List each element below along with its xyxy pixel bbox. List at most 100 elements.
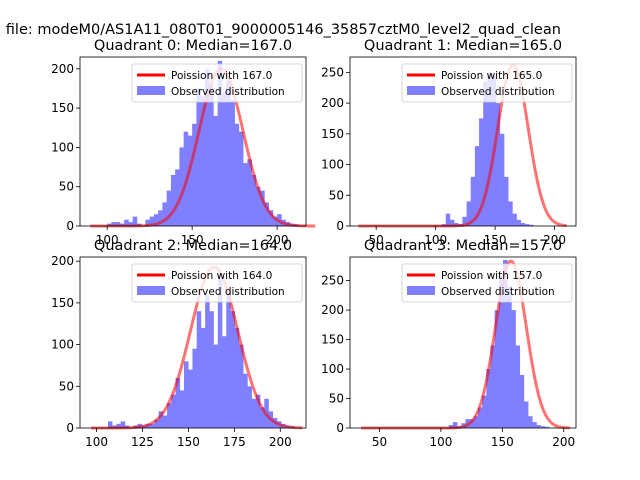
- histogram-bars: [107, 60, 299, 227]
- x-tick-label: 200: [269, 435, 292, 449]
- histogram-bar: [243, 373, 248, 428]
- histogram-bar: [474, 146, 480, 226]
- histogram-bar: [519, 374, 525, 428]
- x-tick-label: 125: [131, 435, 154, 449]
- legend-box: [131, 63, 303, 103]
- histogram-bar: [507, 286, 512, 428]
- subplot-title: Quadrant 0: Median=167.0: [94, 38, 292, 54]
- histogram-bar: [473, 416, 479, 428]
- y-tick-label: 150: [51, 101, 74, 115]
- legend: Poission with 165.0 Observed distribution: [401, 63, 573, 103]
- y-tick-label: 0: [336, 219, 344, 233]
- histogram-bar: [187, 135, 193, 226]
- histogram-bar: [213, 344, 219, 428]
- histogram-bar: [175, 377, 181, 428]
- legend-observed-label: Observed distribution: [441, 86, 555, 98]
- histogram-bar: [221, 92, 227, 226]
- y-tick-label: 0: [66, 219, 74, 233]
- histogram-bar: [217, 60, 223, 226]
- x-tick-label: 50: [369, 233, 384, 247]
- histogram-bar: [483, 81, 488, 226]
- histogram-bar: [196, 88, 201, 226]
- y-tick-label: 0: [66, 421, 74, 435]
- legend-box: [401, 263, 573, 303]
- histogram-bar: [171, 394, 176, 428]
- histogram-bar: [470, 176, 476, 226]
- histogram-bar: [166, 190, 172, 226]
- histogram-bar: [490, 345, 495, 428]
- histogram-bar: [111, 222, 116, 226]
- histogram-bar: [234, 123, 240, 226]
- x-tick-label: 200: [266, 233, 289, 247]
- y-tick-label: 100: [321, 158, 344, 172]
- x-tick-label: 150: [484, 233, 507, 247]
- histogram-bar: [132, 216, 138, 226]
- histogram-bar: [226, 80, 231, 227]
- histogram-bar: [515, 345, 521, 428]
- histogram-bar: [494, 310, 500, 428]
- histogram-bar: [482, 395, 487, 428]
- axes-frame: [349, 256, 577, 429]
- y-tick-label: 100: [51, 338, 74, 352]
- histogram-bar: [192, 348, 197, 428]
- subplot-quadrant-1: 50 100 150 200 0 50 100 150 200 250 Poission with …: [321, 38, 577, 247]
- histogram-bar: [149, 216, 155, 226]
- y-tick-label: 250: [321, 65, 344, 79]
- histogram-bar: [498, 274, 504, 428]
- y-tick-label: 150: [51, 296, 74, 310]
- histogram-bar: [192, 123, 197, 226]
- y-tick-label: 50: [59, 180, 74, 194]
- histogram-bar: [175, 169, 180, 226]
- histogram-bar: [162, 202, 167, 226]
- x-tick-label: 100: [429, 435, 452, 449]
- histogram-bar: [196, 311, 202, 428]
- histogram-bar: [528, 416, 533, 428]
- histogram-bar: [183, 361, 189, 428]
- x-tick-label: 50: [372, 435, 387, 449]
- histogram-bar: [153, 214, 159, 226]
- histogram-bar: [167, 402, 172, 428]
- histogram-bar: [466, 201, 472, 226]
- x-tick-label: 200: [543, 233, 566, 247]
- histogram-bar: [512, 213, 517, 226]
- histogram-bar: [204, 68, 210, 226]
- histogram-bar: [107, 421, 113, 428]
- y-tick-label: 50: [329, 188, 344, 202]
- histogram-bar: [200, 327, 206, 428]
- histogram-bar: [524, 224, 530, 226]
- y-tick-label: 150: [321, 333, 344, 347]
- histogram-bar: [128, 222, 133, 226]
- histogram-bar: [477, 407, 483, 428]
- histogram-bar: [226, 290, 231, 428]
- histogram-bar: [230, 311, 236, 428]
- legend-observed-swatch: [137, 86, 165, 95]
- histogram-bar: [247, 159, 252, 226]
- histogram-bar: [495, 103, 501, 226]
- legend-poisson-label: Poission with 165.0: [441, 70, 542, 82]
- histogram-bar: [170, 174, 176, 226]
- histogram-bar: [445, 213, 451, 226]
- y-tick-label: 150: [321, 127, 344, 141]
- histogram-bar: [209, 311, 214, 428]
- histogram-bar: [188, 369, 193, 428]
- histogram-bar: [264, 202, 269, 226]
- histogram-bar: [499, 133, 505, 226]
- y-tick-label: 100: [321, 362, 344, 376]
- histogram-bar: [238, 131, 244, 226]
- subplot-title: Quadrant 3: Median=157.0: [364, 238, 562, 254]
- subplot-quadrant-3: 50 100 150 200 0 50 100 150 200 250 Poission with …: [321, 238, 577, 449]
- histogram-bar: [179, 390, 185, 428]
- histogram-bar: [449, 219, 455, 226]
- histogram-bar: [520, 222, 526, 226]
- histogram-bar: [247, 386, 252, 428]
- legend: Poission with 164.0 Observed distribution: [131, 263, 303, 303]
- legend-observed-swatch: [407, 86, 435, 95]
- histogram-bar: [243, 163, 248, 226]
- subplot-quadrant-2: 100 125 150 175 200 0 50 100 150 200 Poission with…: [51, 238, 307, 449]
- histogram-bar: [452, 422, 458, 428]
- legend-observed-label: Observed distribution: [441, 286, 555, 298]
- x-tick-label: 200: [552, 435, 575, 449]
- axes-frame: [349, 56, 577, 227]
- histogram-bar: [120, 421, 126, 428]
